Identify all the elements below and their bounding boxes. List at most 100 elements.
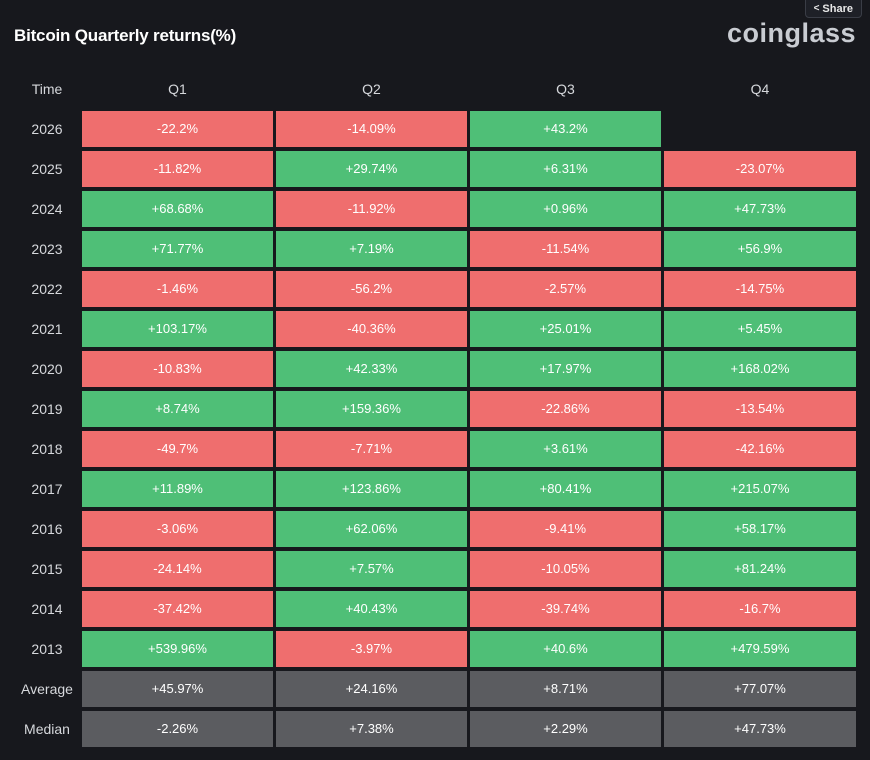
year-label: 2021 — [31, 321, 63, 337]
return-cell: +8.74% — [82, 391, 273, 427]
return-cell: +479.59% — [664, 631, 856, 667]
year-label: 2018 — [31, 441, 63, 457]
return-cell: +25.01% — [470, 311, 661, 347]
return-cell: +71.77% — [82, 231, 273, 267]
stat-cell: +24.16% — [276, 671, 467, 707]
return-cell: +3.61% — [470, 431, 661, 467]
share-icon: < — [813, 2, 820, 14]
table-row: 2015 -24.14% +7.57% -10.05% +81.24% — [0, 550, 870, 588]
return-cell — [664, 111, 856, 147]
table-row: 2024 +68.68% -11.92% +0.96% +47.73% — [0, 190, 870, 228]
return-cell: -23.07% — [664, 151, 856, 187]
return-cell: +0.96% — [470, 191, 661, 227]
return-cell: -10.05% — [470, 551, 661, 587]
return-cell: +11.89% — [82, 471, 273, 507]
return-cell: -56.2% — [276, 271, 467, 307]
brand-logo: coinglass — [726, 18, 856, 48]
year-label: 2019 — [31, 401, 63, 417]
year-label: 2024 — [31, 201, 63, 217]
return-cell: +159.36% — [276, 391, 467, 427]
table-row: 2025 -11.82% +29.74% +6.31% -23.07% — [0, 150, 870, 188]
return-cell: -14.09% — [276, 111, 467, 147]
return-cell: +58.17% — [664, 511, 856, 547]
return-cell: -22.86% — [470, 391, 661, 427]
return-cell: -13.54% — [664, 391, 856, 427]
return-cell: +68.68% — [82, 191, 273, 227]
stat-cell: +47.73% — [664, 711, 856, 747]
stat-row: Median -2.26% +7.38% +2.29% +47.73% — [0, 710, 870, 748]
column-header-time: Time — [31, 81, 63, 97]
return-cell: -14.75% — [664, 271, 856, 307]
return-cell: +40.43% — [276, 591, 467, 627]
return-cell: -2.57% — [470, 271, 661, 307]
return-cell: +103.17% — [82, 311, 273, 347]
return-cell: -42.16% — [664, 431, 856, 467]
year-label: 2020 — [31, 361, 63, 377]
year-label: 2025 — [31, 161, 63, 177]
return-cell: +56.9% — [664, 231, 856, 267]
return-cell: -24.14% — [82, 551, 273, 587]
return-cell: +81.24% — [664, 551, 856, 587]
stat-label: Average — [21, 681, 73, 697]
return-cell: +123.86% — [276, 471, 467, 507]
return-cell: -1.46% — [82, 271, 273, 307]
year-label: 2023 — [31, 241, 63, 257]
year-label: 2026 — [31, 121, 63, 137]
return-cell: -10.83% — [82, 351, 273, 387]
table-row: 2017 +11.89% +123.86% +80.41% +215.07% — [0, 470, 870, 508]
return-cell: +62.06% — [276, 511, 467, 547]
return-cell: -11.92% — [276, 191, 467, 227]
year-label: 2014 — [31, 601, 63, 617]
return-cell: -37.42% — [82, 591, 273, 627]
return-cell: +47.73% — [664, 191, 856, 227]
return-cell: +43.2% — [470, 111, 661, 147]
return-cell: -22.2% — [82, 111, 273, 147]
table-row: 2026 -22.2% -14.09% +43.2% — [0, 110, 870, 148]
stat-cell: +2.29% — [470, 711, 661, 747]
column-header-q3: Q3 — [556, 81, 575, 97]
year-label: 2016 — [31, 521, 63, 537]
table-row: 2013 +539.96% -3.97% +40.6% +479.59% — [0, 630, 870, 668]
column-header-q4: Q4 — [750, 81, 770, 97]
return-cell: -7.71% — [276, 431, 467, 467]
table-row: 2019 +8.74% +159.36% -22.86% -13.54% — [0, 390, 870, 428]
return-cell: +42.33% — [276, 351, 467, 387]
return-cell: -49.7% — [82, 431, 273, 467]
return-cell: +6.31% — [470, 151, 661, 187]
table-row: 2014 -37.42% +40.43% -39.74% -16.7% — [0, 590, 870, 628]
return-cell: +7.19% — [276, 231, 467, 267]
return-cell: +29.74% — [276, 151, 467, 187]
return-cell: -3.06% — [82, 511, 273, 547]
year-label: 2017 — [31, 481, 63, 497]
stat-cell: +8.71% — [470, 671, 661, 707]
column-header-q1: Q1 — [168, 81, 187, 97]
table-row: 2020 -10.83% +42.33% +17.97% +168.02% — [0, 350, 870, 388]
stat-cell: +45.97% — [82, 671, 273, 707]
table-row: 2018 -49.7% -7.71% +3.61% -42.16% — [0, 430, 870, 468]
stat-label: Median — [24, 721, 70, 737]
column-header-q2: Q2 — [362, 81, 381, 97]
table-row: 2021 +103.17% -40.36% +25.01% +5.45% — [0, 310, 870, 348]
share-label: Share — [822, 2, 853, 15]
return-cell: +80.41% — [470, 471, 661, 507]
return-cell: +7.57% — [276, 551, 467, 587]
return-cell: -40.36% — [276, 311, 467, 347]
stat-cell: -2.26% — [82, 711, 273, 747]
year-label: 2015 — [31, 561, 63, 577]
return-cell: -3.97% — [276, 631, 467, 667]
return-cell: -9.41% — [470, 511, 661, 547]
table-row: 2023 +71.77% +7.19% -11.54% +56.9% — [0, 230, 870, 268]
return-cell: -11.54% — [470, 231, 661, 267]
return-cell: -39.74% — [470, 591, 661, 627]
year-label: 2022 — [31, 281, 63, 297]
page-title: Bitcoin Quarterly returns(%) — [14, 26, 237, 45]
table-row: 2022 -1.46% -56.2% -2.57% -14.75% — [0, 270, 870, 308]
return-cell: +17.97% — [470, 351, 661, 387]
return-cell: +5.45% — [664, 311, 856, 347]
return-cell: +539.96% — [82, 631, 273, 667]
share-button[interactable]: < Share — [804, 0, 862, 18]
return-cell: -16.7% — [664, 591, 856, 627]
stat-cell: +77.07% — [664, 671, 856, 707]
stat-row: Average +45.97% +24.16% +8.71% +77.07% — [0, 670, 870, 708]
